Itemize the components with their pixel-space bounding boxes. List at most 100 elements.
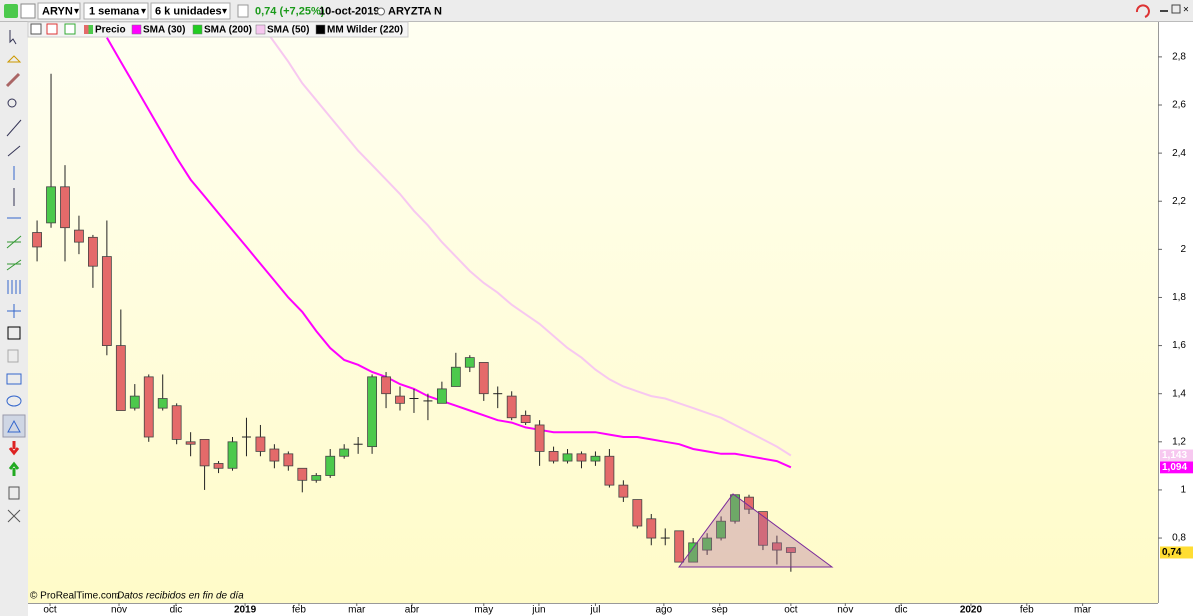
- symbol-box[interactable]: [37, 2, 81, 20]
- last-value-label: 1,143: [1162, 450, 1187, 461]
- tools: [2, 30, 26, 523]
- candle-body: [60, 186, 70, 229]
- candle-body: [590, 455, 601, 462]
- tool-settings[interactable]: [7, 509, 21, 523]
- radio-icon[interactable]: [377, 7, 385, 16]
- tool-sell[interactable]: [8, 441, 20, 456]
- tool-copy[interactable]: [7, 349, 19, 363]
- tool-triangle-active[interactable]: [2, 414, 26, 438]
- units-box[interactable]: [150, 2, 231, 20]
- period[interactable]: 1 semana: [89, 5, 140, 17]
- candle-body: [143, 376, 154, 438]
- tool-fibo[interactable]: [6, 235, 22, 249]
- tool-text[interactable]: [7, 326, 21, 340]
- candle-body: [646, 518, 657, 539]
- x-tick-label: 2020: [960, 605, 983, 616]
- time-axis: [28, 603, 1193, 616]
- drawn-triangle[interactable]: [678, 493, 834, 568]
- date: 10-oct-2019: [319, 5, 380, 17]
- tool-move[interactable]: [7, 304, 21, 318]
- tool-channel[interactable]: [6, 259, 22, 271]
- symbol[interactable]: ARYN: [42, 5, 73, 17]
- candle-body: [534, 424, 545, 452]
- candle-body: [506, 395, 517, 419]
- candle-body: [772, 542, 782, 551]
- tool-zoom[interactable]: [7, 98, 17, 108]
- x-tick-label: may: [474, 605, 493, 616]
- last-value-label: 1,094: [1162, 462, 1187, 473]
- add-icon[interactable]: [64, 23, 76, 35]
- y-tick-label: 1,2: [1172, 436, 1186, 447]
- last-price-box: [1160, 546, 1193, 559]
- x-tick-label: dic: [895, 605, 908, 616]
- tool-delete[interactable]: [8, 486, 20, 500]
- candle-body: [674, 530, 685, 563]
- dropdown-arrow: ▾: [141, 6, 146, 17]
- tool-triangle[interactable]: [7, 419, 21, 433]
- candle-body: [101, 256, 112, 346]
- y-tick-label: 2,8: [1172, 52, 1186, 63]
- y-tick-label: 1,4: [1172, 388, 1186, 399]
- tool-ellipse[interactable]: [6, 395, 22, 407]
- candle-body: [283, 453, 294, 467]
- tool-segment[interactable]: [7, 145, 21, 157]
- tool-ruler[interactable]: [5, 72, 21, 88]
- footer-note: Datos recibidos en fin de día: [117, 591, 244, 602]
- maximize-button[interactable]: [1171, 4, 1181, 14]
- grid-icon[interactable]: [20, 3, 36, 19]
- plot-content: [32, 22, 796, 572]
- legend-label: Precio: [95, 25, 126, 36]
- tool-grid[interactable]: [7, 280, 21, 294]
- candle-body: [115, 345, 126, 411]
- tool-buy[interactable]: [8, 461, 20, 476]
- candle-body: [339, 448, 350, 457]
- close-button[interactable]: ×: [1183, 5, 1189, 16]
- y-tick-label: 0,8: [1172, 533, 1186, 544]
- info-icon[interactable]: [237, 4, 249, 18]
- units[interactable]: 6 k unidades: [155, 5, 222, 17]
- x-tick-label: mar: [1074, 605, 1092, 616]
- app-icon[interactable]: [4, 4, 18, 18]
- x-tick-label: nov: [837, 605, 853, 616]
- candle-body: [157, 398, 168, 409]
- candle-body: [464, 357, 475, 368]
- candle-body: [478, 362, 489, 395]
- candle-body: [129, 395, 140, 409]
- tool-alert[interactable]: [6, 55, 22, 63]
- tool-rect[interactable]: [6, 373, 22, 385]
- last-value-box: [1160, 461, 1193, 474]
- candle-body: [576, 453, 587, 462]
- period-box[interactable]: [83, 2, 149, 20]
- candle-body: [171, 405, 182, 440]
- legend-label: MM Wilder (220): [327, 25, 403, 36]
- tool-pointer[interactable]: [9, 30, 17, 45]
- candle-body: [562, 453, 573, 462]
- indicator-icon[interactable]: [46, 23, 58, 35]
- candle-body: [311, 475, 322, 481]
- last-price-label: 0,74: [1162, 547, 1182, 558]
- x-tick-label: dic: [170, 605, 183, 616]
- candle-body: [74, 229, 84, 243]
- dropdown-arrow: ▾: [74, 6, 79, 17]
- legend-label: SMA (30): [143, 25, 185, 36]
- x-tick-label: nov: [111, 605, 127, 616]
- candle-body: [785, 547, 796, 553]
- refresh-icon[interactable]: [1135, 4, 1150, 18]
- candle-body: [604, 455, 615, 486]
- window-icon[interactable]: [30, 23, 42, 35]
- candle-body: [381, 376, 391, 395]
- y-tick-label: 2,6: [1172, 100, 1186, 111]
- candle-body: [702, 537, 713, 551]
- y-tick-label: 1: [1180, 485, 1186, 496]
- y-tick-label: 2: [1180, 244, 1186, 255]
- candle-body: [367, 376, 377, 448]
- candle-body: [520, 414, 531, 423]
- ma-line: [106, 37, 792, 469]
- x-tick-label: jul: [589, 605, 600, 616]
- candle-body: [325, 455, 336, 476]
- legend-swatch: [192, 24, 203, 35]
- tool-line[interactable]: [6, 119, 22, 137]
- minimize-button[interactable]: [1160, 10, 1168, 12]
- legend-label: SMA (50): [267, 25, 309, 36]
